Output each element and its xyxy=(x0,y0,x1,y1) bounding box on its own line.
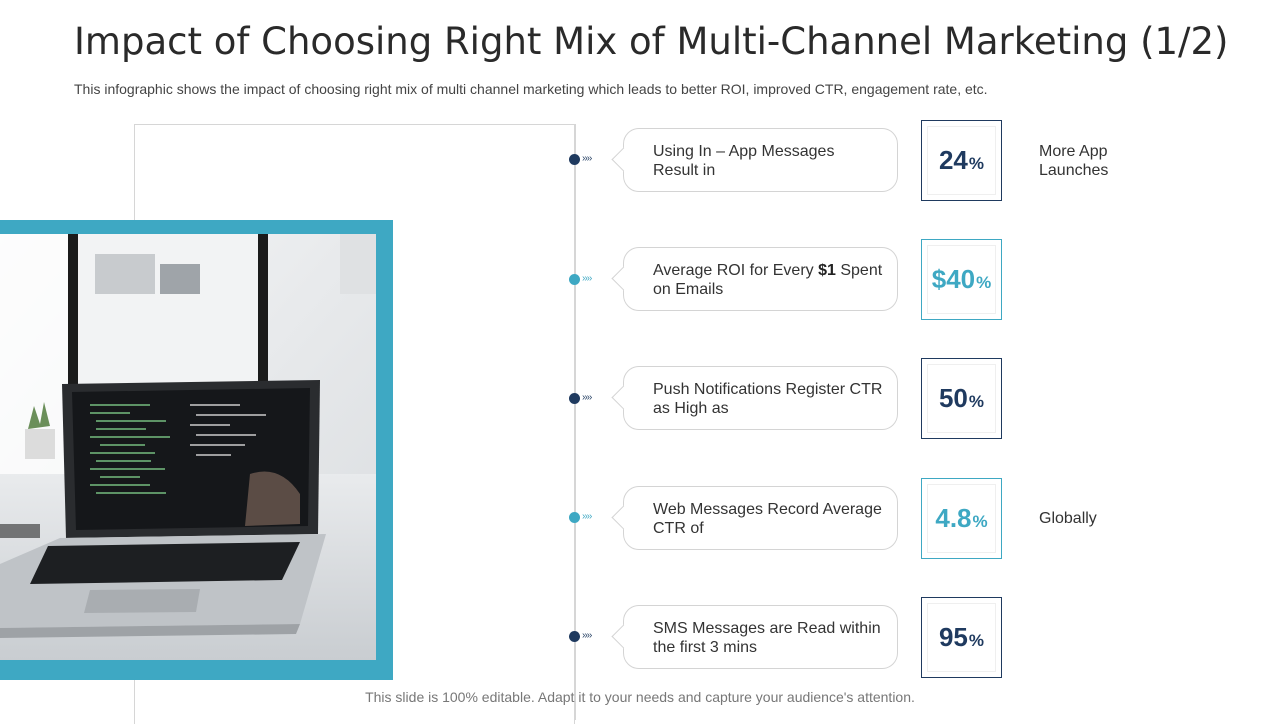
stat-row-sms: ›››› SMS Messages are Read within the fi… xyxy=(0,596,1280,678)
timeline-dot xyxy=(569,512,580,523)
stat-value-box: 95% xyxy=(921,597,1002,678)
stat-description: Using In – App Messages Result in xyxy=(653,143,835,179)
stat-unit: % xyxy=(968,153,985,173)
timeline-dot xyxy=(569,393,580,404)
slide-subtitle: This infographic shows the impact of cho… xyxy=(74,81,988,97)
stat-description: Web Messages Record Average CTR of xyxy=(653,501,882,537)
stat-value: 4.8 xyxy=(935,503,972,533)
stat-value: 50 xyxy=(938,383,968,413)
stat-value-box: 24% xyxy=(921,120,1002,201)
stat-description-bubble: Push Notifications Register CTR as High … xyxy=(611,366,898,430)
stat-value-box: 4.8% xyxy=(921,478,1002,559)
timeline-line xyxy=(575,124,576,720)
chevron-arrows-icon: ›››› xyxy=(582,153,592,164)
stat-description: Average ROI for Every $1 Spent on Emails xyxy=(653,262,883,298)
stat-unit: % xyxy=(968,630,985,650)
stat-description-bubble: Average ROI for Every $1 Spent on Emails xyxy=(611,247,898,311)
chevron-arrows-icon: ›››› xyxy=(582,392,592,403)
stat-row-push: ›››› Push Notifications Register CTR as … xyxy=(0,357,1280,439)
stat-value: 95 xyxy=(938,622,968,652)
slide-footer: This slide is 100% editable. Adapt it to… xyxy=(365,689,915,705)
stat-description-bold: $1 xyxy=(818,262,836,279)
stat-value-box: $40% xyxy=(921,239,1002,320)
timeline-dot xyxy=(569,631,580,642)
stat-note: More App Launches xyxy=(1039,143,1109,179)
stat-row-in-app: ›››› Using In – App Messages Result in 2… xyxy=(0,119,1280,201)
stat-row-web: ›››› Web Messages Record Average CTR of … xyxy=(0,477,1280,559)
stat-unit: % xyxy=(968,391,985,411)
timeline-dot xyxy=(569,274,580,285)
stat-description-bubble: Web Messages Record Average CTR of xyxy=(611,486,898,550)
slide-title: Impact of Choosing Right Mix of Multi-Ch… xyxy=(74,20,1229,63)
stat-unit: % xyxy=(976,272,992,292)
stat-value-box: 50% xyxy=(921,358,1002,439)
laptop-desk-photo xyxy=(0,234,376,660)
stat-description: Push Notifications Register CTR as High … xyxy=(653,381,883,417)
stat-row-email-roi: ›››› Average ROI for Every $1 Spent on E… xyxy=(0,238,1280,320)
stat-note: Globally xyxy=(1039,510,1097,527)
stat-value: 24 xyxy=(938,145,968,175)
stat-unit: % xyxy=(972,511,988,531)
chevron-arrows-icon: ›››› xyxy=(582,630,592,641)
stat-description-bubble: Using In – App Messages Result in xyxy=(611,128,898,192)
stat-value: $40 xyxy=(931,264,976,294)
timeline-dot xyxy=(569,154,580,165)
stat-description: SMS Messages are Read within the first 3… xyxy=(653,620,881,656)
chevron-arrows-icon: ›››› xyxy=(582,511,592,522)
chevron-arrows-icon: ›››› xyxy=(582,273,592,284)
stat-description-bubble: SMS Messages are Read within the first 3… xyxy=(611,605,898,669)
